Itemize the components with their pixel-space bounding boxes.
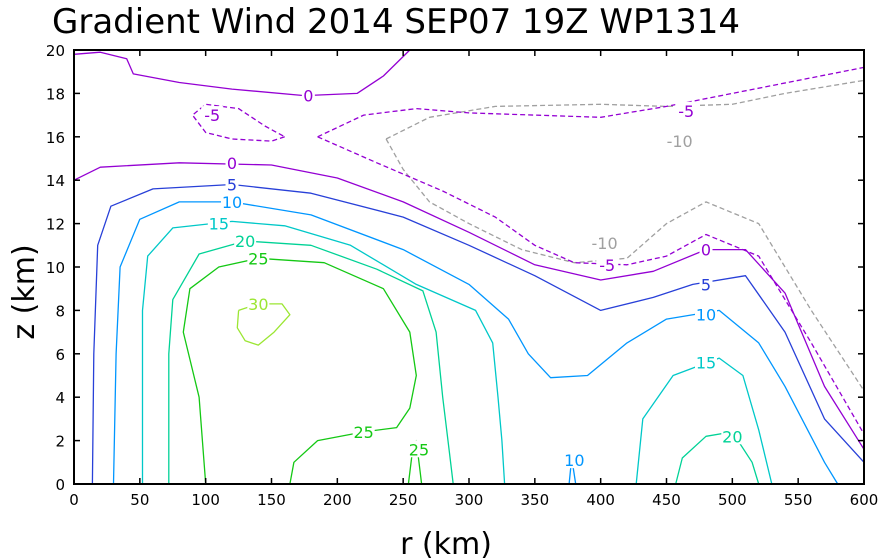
contour-line--5-2 xyxy=(317,66,865,138)
contour-label-bg--5-1 xyxy=(201,106,224,124)
contour-label-bg-20-1 xyxy=(234,231,257,249)
contour-line--5-3 xyxy=(317,136,865,435)
contour-label--10-2: -10 xyxy=(592,234,618,253)
contour-line-10-1 xyxy=(112,201,839,485)
contour-line-25-1 xyxy=(182,257,417,485)
contour-label-bg-5-1 xyxy=(225,175,239,193)
contour-label-bg-0-3 xyxy=(699,240,713,258)
contour-label-bg-25-1 xyxy=(247,249,270,267)
x-tick-label-250: 250 xyxy=(389,491,418,509)
y-tick-label-6: 6 xyxy=(55,346,65,364)
y-tick-label-14: 14 xyxy=(46,172,65,190)
contour-line-0-2 xyxy=(73,162,865,450)
y-tick-label-20: 20 xyxy=(46,42,65,60)
x-tick-label-200: 200 xyxy=(323,491,352,509)
x-tick-label-50: 50 xyxy=(130,491,149,509)
contour-label-15-1: 15 xyxy=(209,215,229,234)
contour-label-bg-15-2 xyxy=(695,353,717,371)
y-axis-label: z (km) xyxy=(7,244,42,339)
y-tick-label-8: 8 xyxy=(55,302,65,320)
plot-frame xyxy=(73,49,865,485)
contour-label-0-1: 0 xyxy=(303,87,313,106)
contour-label-bg-10-3 xyxy=(563,451,586,469)
contour-label--5-1: -5 xyxy=(204,106,220,125)
contour-label--5-3: -5 xyxy=(599,256,615,275)
contour-line--10-2 xyxy=(385,138,865,392)
contour-label-bg-5-2 xyxy=(699,275,713,293)
contour-label-bg-25-2 xyxy=(352,422,375,440)
contour-line-0-1 xyxy=(73,49,411,97)
contour-label-25-2: 25 xyxy=(353,423,373,442)
x-tick-label-500: 500 xyxy=(718,491,747,509)
contour-label-bg-10-2 xyxy=(695,305,717,323)
contour-label-30-1: 30 xyxy=(248,295,268,314)
contour-label--10-1: -10 xyxy=(667,132,693,151)
contour-label-25-1: 25 xyxy=(248,249,268,268)
x-tick-label-300: 300 xyxy=(455,491,484,509)
contour-label-bg-25-3 xyxy=(407,440,430,458)
contour-label-0-3: 0 xyxy=(701,241,711,260)
contour-label-bg-10-1 xyxy=(221,192,243,210)
contour-label-10-3: 10 xyxy=(564,451,584,470)
x-tick-label-350: 350 xyxy=(521,491,550,509)
contour-line-15-1 xyxy=(141,220,506,485)
contour-label-10-1: 10 xyxy=(222,193,242,212)
contour-label-bg--5-3 xyxy=(596,255,619,273)
contour-label-bg--10-1 xyxy=(664,132,696,150)
contour-label-20-1: 20 xyxy=(235,232,255,251)
contour-label-25-3: 25 xyxy=(409,440,429,459)
y-tick-label-10: 10 xyxy=(46,259,65,277)
contour-line--5-1 xyxy=(191,103,286,142)
y-tick-label-18: 18 xyxy=(46,85,65,103)
contour-label-bg-0-1 xyxy=(301,86,315,104)
contour-label-bg-30-1 xyxy=(247,294,270,312)
y-tick-label-0: 0 xyxy=(55,476,65,494)
contour-label-5-2: 5 xyxy=(701,275,711,294)
y-tick-label-16: 16 xyxy=(46,129,65,147)
contour-label-5-1: 5 xyxy=(227,176,237,195)
contour-label-bg-0-2 xyxy=(225,153,239,171)
x-tick-label-100: 100 xyxy=(191,491,220,509)
contour-line-5-1 xyxy=(91,183,865,485)
x-tick-label-550: 550 xyxy=(784,491,813,509)
x-tick-label-400: 400 xyxy=(586,491,615,509)
contour-line--10-1 xyxy=(385,79,865,140)
contour-label-bg-20-2 xyxy=(721,427,744,445)
chart-title: Gradient Wind 2014 SEP07 19Z WP1314 xyxy=(52,2,740,42)
x-tick-label-150: 150 xyxy=(257,491,286,509)
contour-label-10-2: 10 xyxy=(696,306,716,325)
x-tick-label-0: 0 xyxy=(69,491,79,509)
x-tick-label-600: 600 xyxy=(850,491,879,509)
contour-label-0-2: 0 xyxy=(227,154,237,173)
contour-line-20-1 xyxy=(168,240,454,485)
contour-label-20-2: 20 xyxy=(722,427,742,446)
plot-area: -10-10-5 -5-50005510101015152020252525300… xyxy=(46,42,878,509)
y-tick-label-4: 4 xyxy=(55,389,65,407)
x-tick-label-450: 450 xyxy=(652,491,681,509)
y-tick-label-2: 2 xyxy=(55,433,65,451)
contour-label-bg-15-1 xyxy=(207,214,230,232)
x-axis-label: r (km) xyxy=(400,527,492,560)
y-tick-label-12: 12 xyxy=(46,216,65,234)
contour-line-15-2 xyxy=(635,357,773,485)
contour-label-15-2: 15 xyxy=(696,353,716,372)
contour-label--5-2: -5 xyxy=(678,102,694,121)
contour-label-bg--5-2 xyxy=(675,101,698,119)
contour-label-bg--10-2 xyxy=(589,234,621,252)
contour-line-20-2 xyxy=(675,431,760,485)
